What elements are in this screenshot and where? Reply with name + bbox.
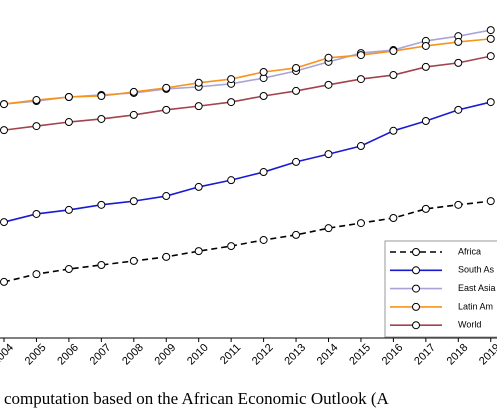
x-tick-label: 2007 xyxy=(88,342,114,368)
point xyxy=(194,78,203,87)
point xyxy=(259,235,268,244)
point xyxy=(292,86,301,95)
legend-label: World xyxy=(458,320,481,330)
point xyxy=(64,118,73,127)
series-line xyxy=(3,38,491,105)
x-tick-label: 2018 xyxy=(445,342,471,368)
point xyxy=(389,47,398,56)
point xyxy=(162,105,171,114)
point xyxy=(356,51,365,60)
point xyxy=(129,87,138,96)
point xyxy=(292,63,301,72)
x-tick-label: 2014 xyxy=(315,342,341,368)
point xyxy=(324,53,333,62)
point xyxy=(486,98,495,107)
x-tick-label: 2015 xyxy=(347,342,373,368)
point xyxy=(389,214,398,223)
point xyxy=(324,150,333,159)
point xyxy=(32,96,41,105)
point xyxy=(0,218,8,227)
point xyxy=(97,114,106,123)
point xyxy=(129,110,138,119)
point xyxy=(389,126,398,135)
point xyxy=(129,256,138,265)
x-tick-label: 2016 xyxy=(380,342,406,368)
point xyxy=(421,204,430,213)
point xyxy=(454,58,463,67)
x-tick-label: 2006 xyxy=(55,342,81,368)
point xyxy=(97,200,106,209)
point xyxy=(227,242,236,251)
legend-marker xyxy=(412,321,420,330)
x-tick-label: 2012 xyxy=(250,342,276,368)
legend-marker xyxy=(412,248,420,256)
point xyxy=(454,37,463,46)
point xyxy=(162,83,171,92)
x-tick-label: 2009 xyxy=(153,342,179,368)
x-tick-label: 2019 xyxy=(477,342,497,368)
point xyxy=(97,260,106,269)
point xyxy=(0,126,8,135)
point xyxy=(129,197,138,206)
x-tick-label: 2017 xyxy=(412,342,438,368)
point xyxy=(356,75,365,84)
point xyxy=(259,67,268,76)
point xyxy=(227,176,236,185)
point xyxy=(64,265,73,274)
x-tick-label: 2004 xyxy=(0,342,16,368)
point xyxy=(259,168,268,177)
x-tick-label: 2005 xyxy=(23,342,49,368)
point xyxy=(0,277,8,286)
point xyxy=(227,98,236,107)
point xyxy=(162,192,171,201)
point xyxy=(356,219,365,228)
point xyxy=(32,209,41,218)
legend-label: East Asia xyxy=(458,283,496,293)
point xyxy=(421,41,430,50)
point xyxy=(292,230,301,239)
point xyxy=(64,93,73,102)
legend-label: South As xyxy=(458,265,495,275)
legend-marker xyxy=(412,266,420,275)
legend-label: Africa xyxy=(458,246,481,256)
series-line xyxy=(3,29,491,105)
point xyxy=(194,182,203,191)
legend-marker xyxy=(412,284,420,293)
x-tick-label: 2010 xyxy=(185,342,211,368)
point xyxy=(324,80,333,89)
point xyxy=(32,270,41,279)
point xyxy=(421,117,430,126)
point xyxy=(162,252,171,261)
series-line xyxy=(3,55,491,131)
series-line xyxy=(3,200,491,283)
point xyxy=(194,247,203,256)
legend-marker xyxy=(412,302,420,311)
point xyxy=(486,52,495,61)
legend-label: Latin Am xyxy=(458,301,493,311)
point xyxy=(194,102,203,111)
point xyxy=(486,34,495,43)
point xyxy=(0,100,8,109)
point xyxy=(454,200,463,209)
point xyxy=(292,157,301,166)
point xyxy=(32,122,41,131)
point xyxy=(421,62,430,71)
series-line xyxy=(3,101,491,223)
x-tick-label: 2008 xyxy=(120,342,146,368)
x-tick-label: 2011 xyxy=(218,342,243,367)
point xyxy=(486,26,495,35)
x-tick-label: 2013 xyxy=(282,342,308,368)
point xyxy=(454,105,463,114)
caption: computation based on the African Economi… xyxy=(4,389,389,408)
point xyxy=(486,197,495,206)
point xyxy=(324,224,333,233)
point xyxy=(259,91,268,100)
point xyxy=(227,75,236,84)
point xyxy=(356,142,365,151)
point xyxy=(97,91,106,100)
point xyxy=(389,71,398,80)
point xyxy=(64,205,73,214)
